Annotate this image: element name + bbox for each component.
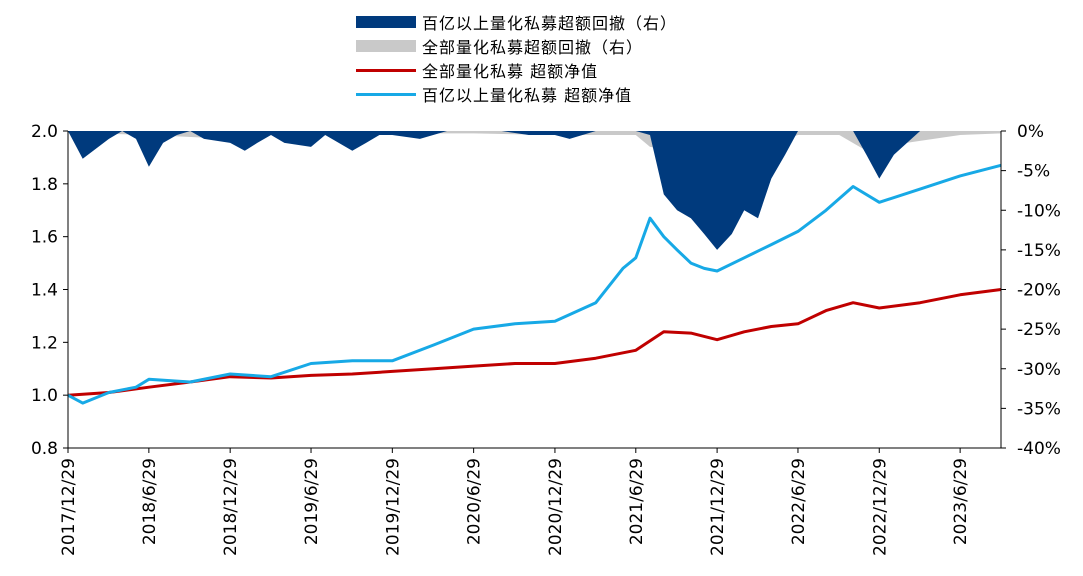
x-tick-label: 2020/12/29: [546, 458, 566, 556]
x-tick-label: 2017/12/29: [59, 458, 79, 556]
legend-swatch: [356, 92, 416, 96]
right-tick-label: -40%: [1017, 439, 1061, 459]
x-tick-label: 2022/6/29: [789, 458, 809, 545]
legend-swatch: [356, 40, 416, 52]
right-tick-label: -15%: [1017, 241, 1061, 261]
right-tick-label: -35%: [1017, 399, 1061, 419]
right-tick-label: -10%: [1017, 201, 1061, 221]
right-tick-label: -30%: [1017, 360, 1061, 380]
x-tick-label: 2021/6/29: [627, 458, 647, 545]
legend-swatch: [356, 16, 416, 28]
x-tick-label: 2018/6/29: [140, 458, 160, 545]
x-tick-label: 2019/12/29: [383, 458, 403, 556]
legend-item-top100-drawdown: 百亿以上量化私募超额回撤（右）: [356, 10, 756, 34]
x-tick-label: 2021/12/29: [708, 458, 728, 556]
legend-label: 全部量化私募超额回撤（右）: [422, 38, 644, 57]
legend-label: 百亿以上量化私募超额回撤（右）: [422, 14, 678, 33]
legend-item-top100-netvalue: 百亿以上量化私募 超额净值: [356, 82, 756, 106]
x-tick-label: 2018/12/29: [221, 458, 241, 556]
legend: 百亿以上量化私募超额回撤（右） 全部量化私募超额回撤（右） 全部量化私募 超额净…: [356, 10, 756, 106]
left-tick-label: 2.0: [31, 122, 58, 142]
x-tick-label: 2023/6/29: [951, 458, 971, 545]
left-tick-label: 1.0: [31, 386, 58, 406]
legend-item-all-netvalue: 全部量化私募 超额净值: [356, 58, 756, 82]
legend-label: 百亿以上量化私募 超额净值: [422, 86, 633, 105]
left-tick-label: 1.6: [31, 228, 58, 248]
left-tick-label: 1.8: [31, 175, 58, 195]
legend-item-all-drawdown: 全部量化私募超额回撤（右）: [356, 34, 756, 58]
left-tick-label: 0.8: [31, 439, 58, 459]
legend-label: 全部量化私募 超额净值: [422, 62, 599, 81]
all-netvalue-line: [67, 288, 1002, 397]
legend-swatch: [356, 68, 416, 72]
tick-labels: 0.8 1.0 1.2 1.4 1.6 1.8 2.0 0% -5% -10% -15% -20% -2…: [31, 122, 1061, 556]
left-tick-label: 1.4: [31, 281, 58, 301]
right-tick-label: -5%: [1017, 162, 1050, 182]
top100-netvalue-line: [67, 163, 1002, 405]
x-tick-label: 2019/6/29: [302, 458, 322, 545]
left-tick-label: 1.2: [31, 333, 58, 353]
net-value-lines: [67, 163, 1002, 405]
x-tick-label: 2020/6/29: [465, 458, 485, 545]
drawdown-areas: [68, 131, 1001, 250]
top100-drawdown-area: [68, 131, 1001, 250]
right-tick-label: -20%: [1017, 281, 1061, 301]
right-tick-label: -25%: [1017, 320, 1061, 340]
right-tick-label: 0%: [1017, 122, 1044, 142]
x-tick-label: 2022/12/29: [870, 458, 890, 556]
axes: [63, 130, 1006, 453]
